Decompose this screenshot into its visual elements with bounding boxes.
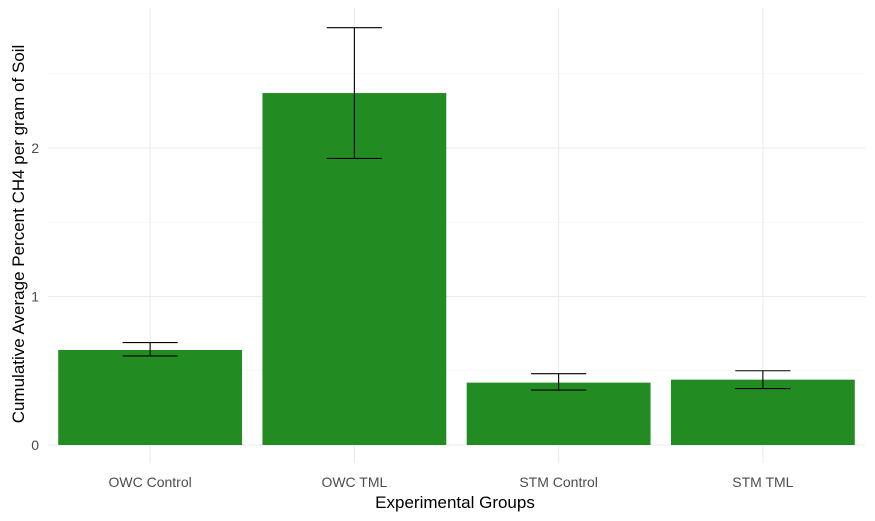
x-tick-label: OWC TML	[321, 474, 387, 490]
x-axis-ticks: OWC Control OWC TML STM Control STM TML	[109, 474, 794, 490]
x-axis-title: Experimental Groups	[375, 493, 535, 512]
y-tick-label: 0	[31, 437, 39, 453]
bar	[466, 382, 651, 445]
bar	[58, 349, 243, 445]
y-axis-title: Cumulative Average Percent CH4 per gram …	[9, 45, 28, 424]
error-bar	[531, 373, 587, 391]
bars	[58, 93, 855, 446]
y-tick-label: 2	[31, 140, 39, 156]
y-tick-label: 1	[31, 289, 39, 305]
error-bar	[735, 370, 791, 390]
error-bar	[326, 27, 382, 159]
y-axis-ticks: 0 1 2	[31, 140, 39, 453]
bar	[670, 379, 855, 445]
error-bars	[122, 27, 791, 391]
x-tick-label: STM Control	[519, 474, 598, 490]
error-bar	[122, 341, 178, 357]
x-tick-label: OWC Control	[109, 474, 192, 490]
x-tick-label: STM TML	[732, 474, 793, 490]
